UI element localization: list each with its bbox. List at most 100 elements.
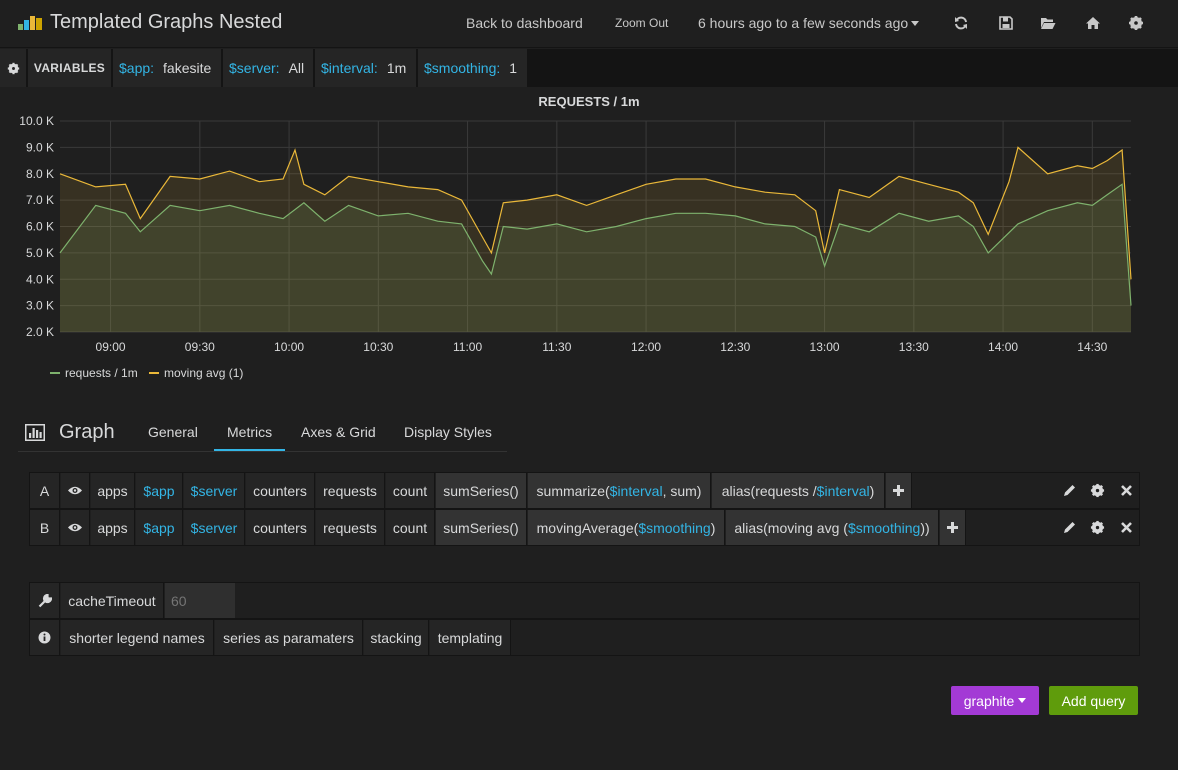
toggle-visibility-button[interactable] [61,473,90,508]
panel-editor-header: Graph General Metrics Axes & Grid Displa… [18,414,507,452]
help-link-stacking[interactable]: stacking [364,620,429,655]
function-text: ) [710,519,716,536]
pencil-icon[interactable] [1062,483,1077,498]
variable-interval[interactable]: $interval: 1m [315,49,417,87]
cache-timeout-input[interactable] [165,583,235,618]
metric-segment[interactable]: apps [91,473,135,508]
requests-chart[interactable]: 10.0 K 9.0 K 8.0 K 7.0 K 6.0 K 5.0 K 4.0 K 3.0 … [0,110,1178,360]
toggle-visibility-button[interactable] [61,510,90,545]
y-tick-label: 4.0 K [26,272,54,286]
eye-icon [68,523,82,532]
metric-segment[interactable]: counters [246,473,315,508]
x-tick-label: 12:30 [720,340,750,354]
function-var: $smoothing [847,519,921,536]
x-tick-label: 13:30 [899,340,929,354]
tab-axes-grid[interactable]: Axes & Grid [301,424,376,440]
series-line-1[interactable] [59,146,1132,280]
function-alias[interactable]: alias(requests / $interval) [712,473,885,508]
gear-icon[interactable] [1090,483,1105,498]
active-tab-indicator [214,449,285,451]
variable-smoothing[interactable]: $smoothing: 1 [418,49,528,87]
series-line-0[interactable] [59,183,1132,306]
variable-value[interactable]: All [288,60,305,76]
y-tick-label: 9.0 K [26,140,54,154]
legend-item-moving-avg[interactable]: moving avg (1) [149,366,243,380]
datasource-selector-button[interactable]: graphite [951,686,1039,715]
metric-segment-var[interactable]: $app [136,473,183,508]
function-text: summarize( [536,482,610,499]
metric-segment[interactable]: requests [316,510,385,545]
tab-metrics[interactable]: Metrics [227,424,273,440]
variable-value[interactable]: fakesite [163,60,212,76]
function-sumseries[interactable]: sumSeries() [436,473,527,508]
function-movingaverage[interactable]: movingAverage($smoothing) [528,510,725,545]
function-text: alias(requests / [721,482,817,499]
x-tick-label: 13:00 [810,340,840,354]
home-icon[interactable] [1085,15,1101,31]
help-link-templating[interactable]: templating [430,620,511,655]
zoom-out-button[interactable]: Zoom Out [615,16,669,30]
x-tick-label: 10:30 [363,340,393,354]
panel-title[interactable]: REQUESTS / 1m [538,94,640,109]
variable-app[interactable]: $app: fakesite [113,49,222,87]
back-to-dashboard-link[interactable]: Back to dashboard [466,15,583,31]
query-letter[interactable]: B [30,510,60,545]
metric-segment[interactable]: count [386,510,435,545]
query-letter[interactable]: A [30,473,60,508]
help-link-shorter-legend-names[interactable]: shorter legend names [61,620,214,655]
x-tick-label: 11:00 [453,340,482,354]
close-icon[interactable] [1119,520,1134,535]
variable-value[interactable]: 1 [509,60,518,76]
gear-icon[interactable] [1090,520,1105,535]
function-text: ) [869,482,875,499]
add-query-button[interactable]: Add query [1049,686,1138,715]
save-icon[interactable] [998,15,1014,31]
x-tick-label: 14:00 [988,340,1018,354]
metric-segment[interactable]: requests [316,473,385,508]
add-function-button[interactable] [886,473,912,508]
legend-label: moving avg (1) [164,366,244,380]
x-tick-label: 09:00 [96,340,126,354]
dashboard-title[interactable]: Templated Graphs Nested [50,11,283,33]
add-function-button[interactable] [940,510,966,545]
refresh-icon[interactable] [953,15,969,31]
x-tick-label: 10:00 [274,340,304,354]
top-nav: Templated Graphs Nested Back to dashboar… [0,0,1178,48]
legend-swatch [50,372,60,374]
datasource-label: graphite [963,692,1015,709]
help-link-series-as-parameters[interactable]: series as paramaters [215,620,363,655]
gear-icon[interactable] [1128,15,1144,31]
metric-segment[interactable]: apps [91,510,135,545]
legend-item-requests[interactable]: requests / 1m [50,366,138,380]
function-alias[interactable]: alias(moving avg ($smoothing)) [726,510,939,545]
query-row-b: B apps $app $server counters requests co… [29,509,1140,546]
grafana-logo-icon[interactable] [18,14,44,32]
function-sumseries[interactable]: sumSeries() [436,510,527,545]
plus-icon [947,522,958,533]
y-tick-label: 3.0 K [26,299,54,313]
legend-swatch [149,372,159,374]
metric-segment[interactable]: count [386,473,435,508]
variable-value[interactable]: 1m [386,60,407,76]
time-range-picker[interactable]: 6 hours ago to a few seconds ago [698,15,920,31]
plus-icon [893,485,904,496]
folder-open-icon[interactable] [1040,15,1056,31]
help-row: shorter legend names series as paramater… [29,619,1140,656]
variable-key: $interval: [321,60,378,76]
metric-segment-var[interactable]: $server [184,510,245,545]
function-text: alias(moving avg ( [734,519,848,536]
metric-segment-var[interactable]: $server [184,473,245,508]
tab-display-styles[interactable]: Display Styles [404,424,492,440]
metric-segment-var[interactable]: $app [136,510,183,545]
y-tick-label: 5.0 K [26,246,54,260]
metric-segment[interactable]: counters [246,510,315,545]
tab-general[interactable]: General [148,424,198,440]
variable-server[interactable]: $server: All [223,49,314,87]
wrench-icon [38,593,52,607]
pencil-icon[interactable] [1062,520,1077,535]
variable-key: $server: [229,60,280,76]
close-icon[interactable] [1119,483,1134,498]
function-summarize[interactable]: summarize($interval, sum) [528,473,711,508]
function-text: movingAverage( [536,519,639,536]
variables-settings-button[interactable] [0,49,27,87]
